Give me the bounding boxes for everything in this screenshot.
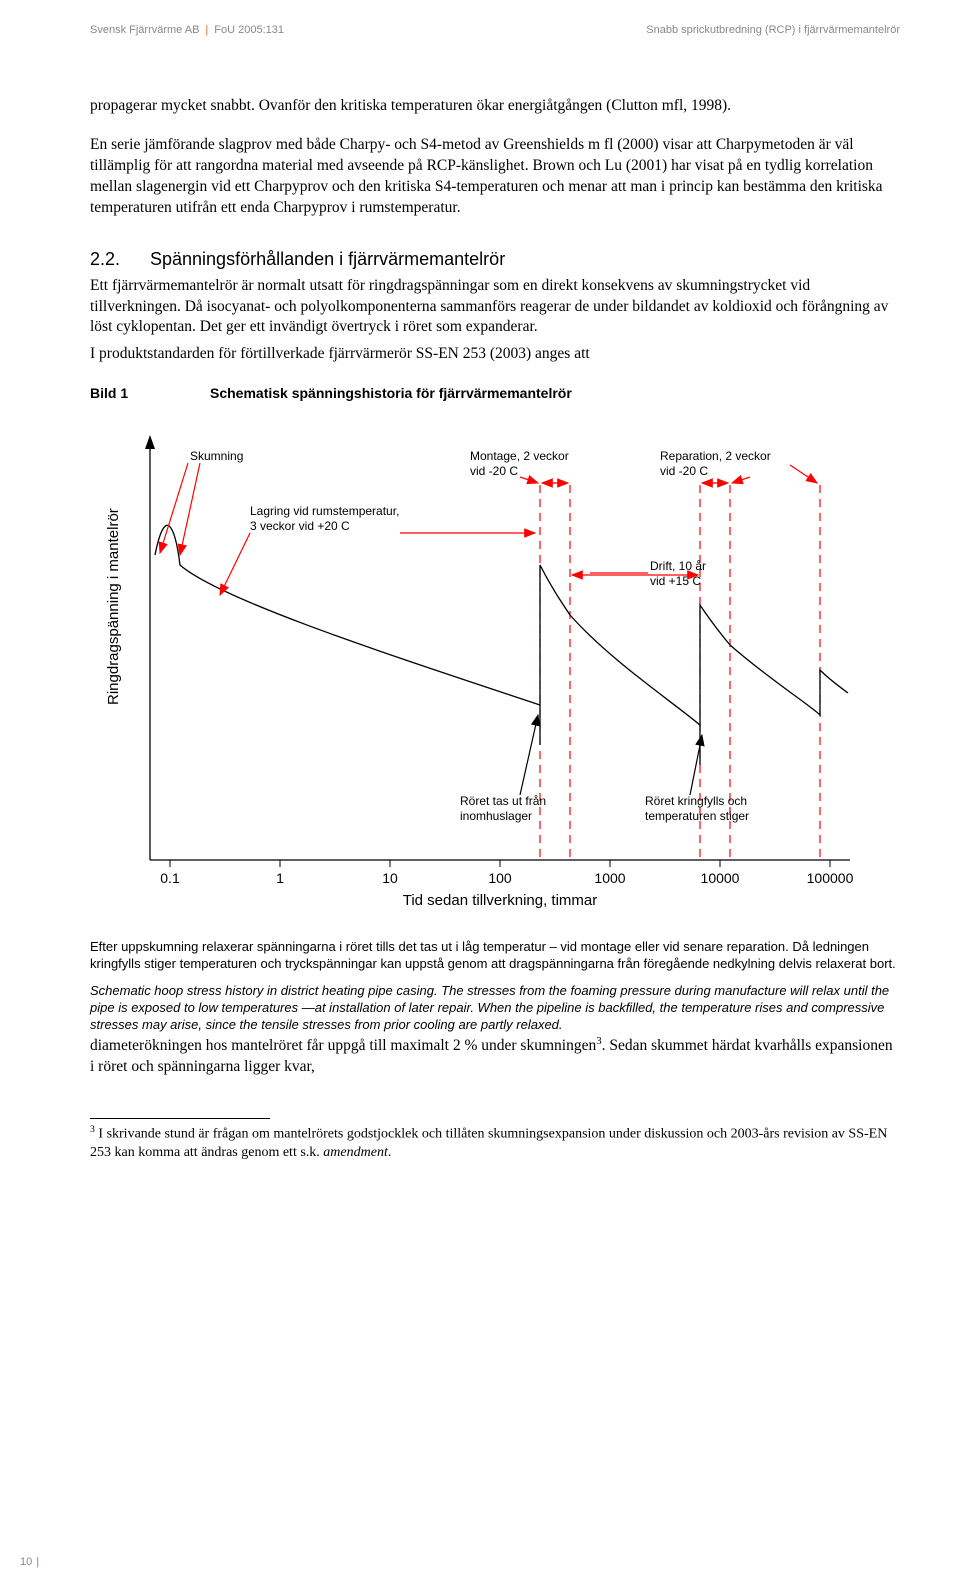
x-tick-4: 1000	[594, 870, 625, 886]
annot-lagring-l2: 3 veckor vid +20 C	[250, 519, 350, 533]
annot-roret1-l1: Röret tas ut från	[460, 794, 546, 808]
annot-lagring-l1: Lagring vid rumstemperatur,	[250, 504, 399, 518]
x-tick-6: 100000	[807, 870, 854, 886]
x-tick-1: 1	[276, 870, 284, 886]
y-axis-label: Ringdragspänning i mantelrör	[105, 509, 122, 706]
section-paragraph-2: I produktstandarden för förtillverkade f…	[90, 344, 900, 365]
annot-montage-l1: Montage, 2 veckor	[470, 449, 569, 463]
caption-sv: Efter uppskumning relaxerar spänningarna…	[90, 939, 900, 973]
page-number-value: 10	[20, 1556, 32, 1568]
paragraph-1: propagerar mycket snabbt. Ovanför den kr…	[90, 96, 900, 117]
page-number-separator: |	[36, 1556, 39, 1568]
after-p1a: diameterökningen hos mantelröret får upp…	[90, 1037, 596, 1054]
page-number: 10 |	[20, 1556, 39, 1568]
figure-chart: Ringdragspänning i mantelrör 0.1 1 10 10…	[90, 405, 860, 925]
header-right: Snabb sprickutbredning (RCP) i fjärrvärm…	[646, 24, 900, 36]
annot-drift-l1: Drift, 10 år	[650, 559, 706, 573]
footnote-text: I skrivande stund är frågan om mantelrör…	[90, 1126, 887, 1160]
annotations: Skumning Lagring vid rumstemperatur, 3 v…	[190, 449, 771, 823]
header-company: Svensk Fjärrvärme AB	[90, 24, 199, 36]
annot-reparation-l2: vid -20 C	[660, 464, 708, 478]
header-code: FoU 2005:131	[214, 24, 284, 36]
y-axis-arrow-icon	[145, 435, 155, 449]
stress-curve	[155, 526, 848, 726]
x-tick-3: 100	[488, 870, 512, 886]
footnote-tail: .	[388, 1145, 392, 1160]
page-header: Svensk Fjärrvärme AB | FoU 2005:131 Snabb …	[90, 24, 900, 36]
section-heading: 2.2.Spänningsförhållanden i fjärrvärmema…	[90, 249, 900, 270]
x-axis-label: Tid sedan tillverkning, timmar	[403, 892, 598, 909]
caption-en: Schematic hoop stress history in distric…	[90, 983, 900, 1034]
footnote: 3 I skrivande stund är frågan om mantelr…	[90, 1123, 900, 1163]
section-number: 2.2.	[90, 249, 150, 270]
annot-reparation-l1: Reparation, 2 veckor	[660, 449, 771, 463]
chart-svg: Ringdragspänning i mantelrör 0.1 1 10 10…	[90, 405, 860, 925]
footnote-em: amendment	[323, 1145, 388, 1160]
x-tick-5: 10000	[701, 870, 740, 886]
figure-title: Schematisk spänningshistoria för fjärrvä…	[210, 385, 572, 401]
figure-title-row: Bild 1Schematisk spänningshistoria för f…	[90, 385, 900, 401]
header-separator: |	[205, 24, 208, 36]
x-tick-2: 10	[382, 870, 398, 886]
annot-drift-l2: vid +15 C	[650, 574, 701, 588]
header-left: Svensk Fjärrvärme AB | FoU 2005:131	[90, 24, 284, 36]
footnote-rule	[90, 1118, 270, 1119]
annot-roret1-l2: inomhuslager	[460, 809, 532, 823]
section-paragraph-1: Ett fjärrvärmemantelrör är normalt utsat…	[90, 276, 900, 339]
annot-montage-l2: vid -20 C	[470, 464, 518, 478]
x-tick-0: 0.1	[160, 870, 180, 886]
annot-skumning: Skumning	[190, 449, 243, 463]
after-paragraph: diameterökningen hos mantelröret får upp…	[90, 1034, 900, 1078]
annot-roret2-l1: Röret kringfylls och	[645, 794, 747, 808]
annot-roret2-l2: temperaturen stiger	[645, 809, 749, 823]
section-title: Spänningsförhållanden i fjärrvärmemantel…	[150, 249, 505, 269]
lower-arrows	[520, 715, 702, 795]
x-ticks: 0.1 1 10 100 1000 10000 100000	[160, 860, 853, 886]
figure-label: Bild 1	[90, 385, 210, 401]
paragraph-2: En serie jämförande slagprov med både Ch…	[90, 135, 900, 219]
figure-caption: Efter uppskumning relaxerar spänningarna…	[90, 939, 900, 1033]
body-text: propagerar mycket snabbt. Ovanför den kr…	[90, 96, 900, 1163]
